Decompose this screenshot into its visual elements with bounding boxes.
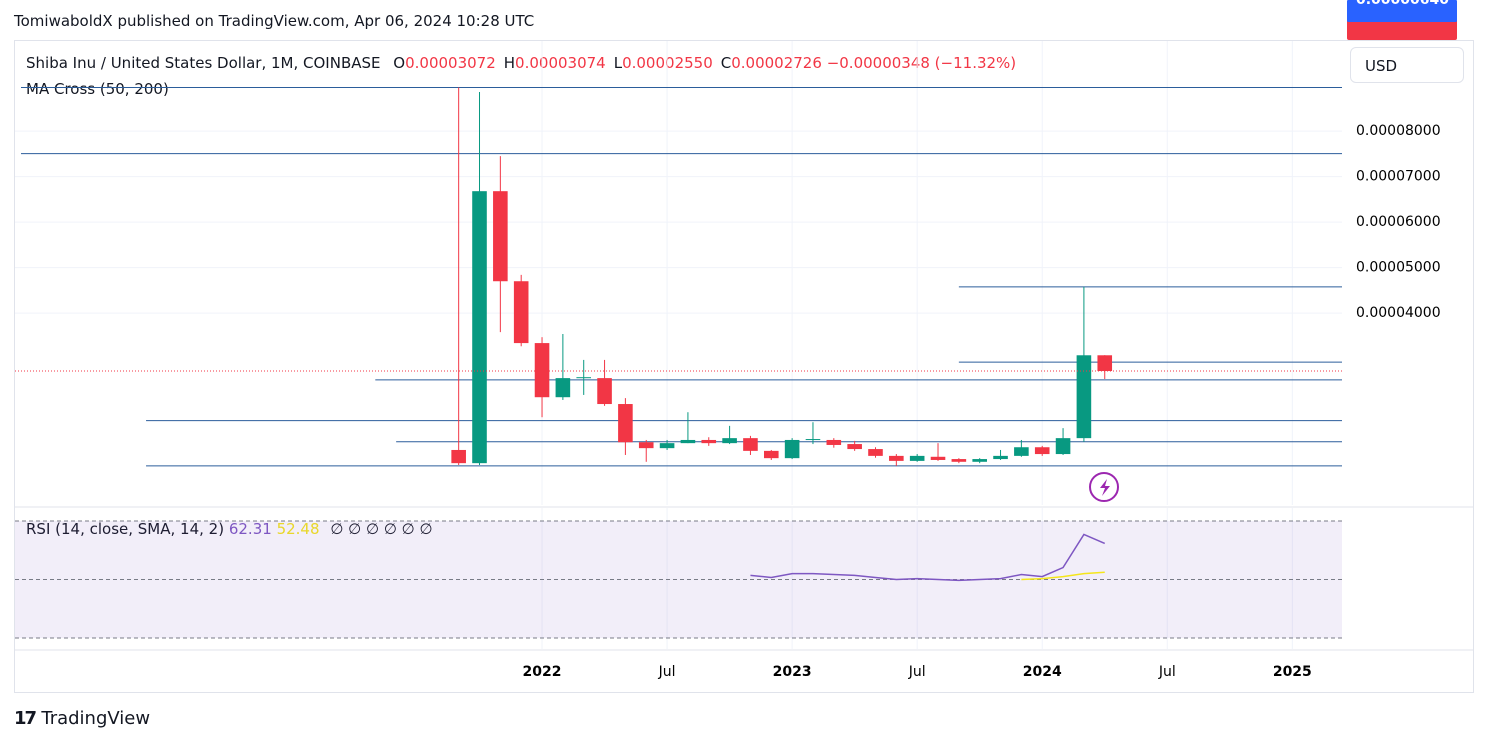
candle-body	[618, 404, 633, 443]
rsi-line	[1021, 571, 1105, 581]
brand: 17 TradingView	[14, 708, 151, 729]
candle-body	[1097, 355, 1113, 372]
ohlc-key: L	[613, 54, 623, 72]
chart-frame	[14, 40, 1474, 693]
candle-body	[909, 455, 925, 461]
x-tick-label: 2024	[1023, 664, 1062, 680]
candle-body	[576, 377, 592, 379]
rsi-legend: RSI (14, close, SMA, 14, 2) 62.31 52.48 …	[26, 520, 433, 538]
x-tick-label: Jul	[658, 664, 676, 680]
level-label-box	[1347, 0, 1457, 22]
candle-body	[930, 456, 946, 460]
ohlc-value: 0.00003074	[515, 54, 606, 72]
candle-body	[1076, 355, 1092, 439]
ohlc-value: 0.00003072	[405, 54, 496, 72]
indicator: MA Cross (50, 200)	[26, 80, 169, 98]
candle-body	[993, 455, 1008, 460]
ohlc-key: C	[720, 54, 732, 72]
candle-body	[1055, 438, 1071, 455]
candle-body	[784, 439, 800, 459]
candle-body	[889, 455, 904, 461]
candle-body	[826, 439, 842, 445]
candle-body	[1014, 447, 1029, 456]
ohlc-value: 0.00002726	[731, 54, 822, 72]
sma-value: 52.48	[276, 520, 320, 538]
alert-icon	[1089, 472, 1119, 502]
candle-body	[972, 459, 987, 462]
candle-body	[805, 439, 821, 441]
y-tick-label: 0.00006000	[1356, 214, 1441, 230]
publisher: TomiwaboldX published on TradingView.com…	[14, 12, 535, 30]
y-tick-label: 0.00008000	[1356, 123, 1441, 139]
candle-body	[597, 378, 612, 405]
candle-body	[472, 191, 487, 464]
empty-values: ∅ ∅ ∅ ∅ ∅ ∅	[330, 520, 433, 538]
ohlc-key: O	[393, 54, 406, 72]
candle-body	[701, 439, 717, 444]
x-tick-label: Jul	[908, 664, 926, 680]
legend: Shiba Inu / United States Dollar, 1M, CO…	[26, 54, 1016, 72]
candle-body	[534, 343, 550, 398]
rsi-title: RSI (14, close, SMA, 14, 2)	[26, 520, 225, 538]
candle-body	[451, 449, 466, 464]
candle-body	[1034, 447, 1050, 455]
symbol: Shiba Inu / United States Dollar, 1M, CO…	[26, 54, 381, 72]
currency-button[interactable]: USD	[1350, 47, 1464, 83]
candle-body	[722, 438, 737, 444]
rsi-line	[750, 533, 1106, 582]
candle-body	[847, 444, 862, 450]
candle-body	[868, 449, 883, 456]
candle-body	[951, 459, 967, 462]
brand-name: TradingView	[41, 708, 151, 729]
x-tick-label: 2023	[773, 664, 812, 680]
candle-body	[743, 438, 758, 451]
y-tick-label: 0.00004000	[1356, 305, 1441, 321]
change: −0.00000348 (−11.32%)	[826, 54, 1017, 72]
level-label: 0.00000640	[1356, 0, 1449, 8]
candle-body	[659, 443, 675, 449]
rsi-band	[15, 521, 1342, 638]
x-tick-label: 2025	[1273, 664, 1312, 680]
candle-body	[763, 450, 779, 459]
y-tick-label: 0.00005000	[1356, 260, 1441, 276]
x-tick-label: Jul	[1158, 664, 1176, 680]
candle-body	[680, 439, 696, 444]
y-tick-label: 0.00007000	[1356, 169, 1441, 185]
x-tick-label: 2022	[523, 664, 562, 680]
candle-body	[638, 442, 654, 449]
ohlc-key: H	[503, 54, 516, 72]
ohlc: O0.00003072 H0.00003074 L0.00002550 C0.0000…	[385, 54, 822, 72]
candle-body	[555, 378, 571, 398]
candle-body	[493, 191, 508, 282]
rsi-value: 62.31	[228, 520, 272, 538]
candle-body	[513, 281, 529, 344]
